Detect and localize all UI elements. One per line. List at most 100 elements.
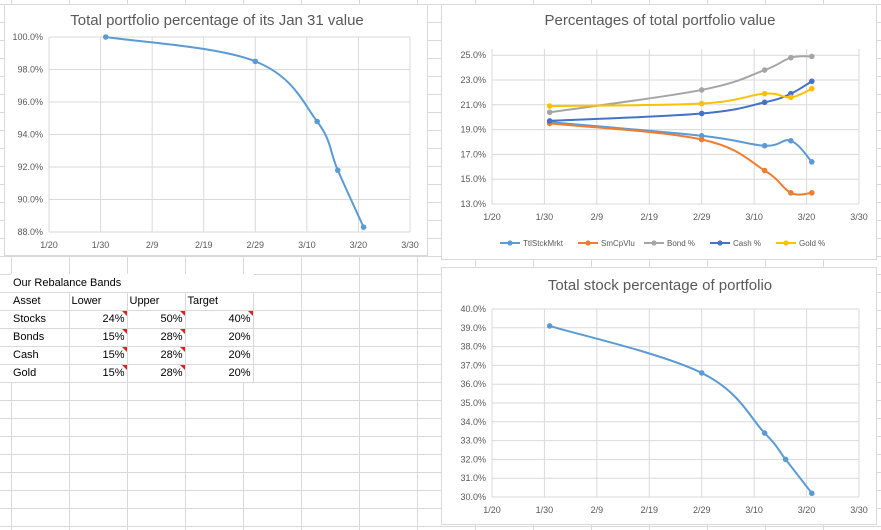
cell-target[interactable]: 20% bbox=[185, 328, 254, 347]
data-point bbox=[788, 54, 794, 61]
chart-svg: Percentages of total portfolio value 13.0… bbox=[460, 12, 867, 248]
header-target: Target bbox=[185, 292, 254, 311]
data-point bbox=[314, 118, 320, 125]
legend-swatch-marker bbox=[507, 240, 513, 246]
series-line bbox=[104, 36, 365, 229]
stock-percentage-chart[interactable]: Total stock percentage of portfolio 30.0%… bbox=[441, 267, 877, 525]
data-point bbox=[761, 99, 768, 106]
y-tick-label: 34.0% bbox=[460, 417, 486, 427]
data-point bbox=[546, 109, 553, 116]
series-line bbox=[548, 122, 813, 196]
data-point bbox=[809, 53, 815, 60]
data-point bbox=[546, 118, 553, 124]
x-tick-label: 2/29 bbox=[693, 212, 711, 222]
y-tick-label: 37.0% bbox=[460, 360, 486, 370]
header-upper: Upper bbox=[127, 292, 186, 311]
cell-asset[interactable]: Gold bbox=[11, 364, 70, 383]
header-lower: Lower bbox=[69, 292, 128, 311]
x-tick-label: 2/19 bbox=[641, 505, 659, 515]
x-tick-label: 2/29 bbox=[247, 240, 265, 250]
cell-asset[interactable]: Bonds bbox=[11, 328, 70, 347]
cell-upper[interactable]: 28% bbox=[127, 328, 186, 347]
y-tick-label: 25.0% bbox=[460, 50, 486, 60]
x-tick-label: 1/30 bbox=[536, 212, 554, 222]
cell-upper[interactable]: 50% bbox=[127, 310, 186, 329]
table-row: Cash 15% 28% 20% bbox=[11, 346, 254, 365]
table-row: Bonds 15% 28% 20% bbox=[11, 328, 254, 347]
x-tick-label: 3/10 bbox=[745, 505, 763, 515]
x-tick-label: 2/29 bbox=[693, 505, 711, 515]
data-point bbox=[252, 58, 259, 65]
cell-target[interactable]: 20% bbox=[185, 346, 254, 365]
y-tick-label: 39.0% bbox=[460, 323, 486, 333]
legend-label: Cash % bbox=[733, 239, 761, 248]
data-point bbox=[788, 137, 794, 144]
table-header-row: Asset Lower Upper Target bbox=[11, 292, 254, 311]
cell-target[interactable]: 20% bbox=[185, 364, 254, 383]
y-tick-label: 13.0% bbox=[460, 199, 486, 209]
data-point bbox=[761, 90, 768, 97]
x-tick-label: 3/20 bbox=[798, 505, 816, 515]
cell-lower[interactable]: 15% bbox=[69, 346, 128, 365]
portfolio-value-chart[interactable]: Total portfolio percentage of its Jan 31… bbox=[4, 4, 428, 256]
data-point bbox=[809, 159, 815, 165]
data-point bbox=[360, 224, 367, 230]
series-line bbox=[548, 87, 813, 108]
legend-item: Gold % bbox=[776, 239, 825, 248]
x-tick-label: 3/10 bbox=[298, 240, 316, 250]
y-tick-label: 40.0% bbox=[460, 304, 486, 314]
cell-asset[interactable]: Cash bbox=[11, 346, 70, 365]
y-tick-label: 90.0% bbox=[17, 195, 43, 205]
data-point bbox=[809, 85, 815, 92]
allocation-percentages-chart[interactable]: Percentages of total portfolio value 13.0… bbox=[441, 4, 877, 260]
chart-title: Percentages of total portfolio value bbox=[545, 12, 776, 29]
cell-lower[interactable]: 24% bbox=[69, 310, 128, 329]
y-tick-label: 32.0% bbox=[460, 454, 486, 464]
series-line bbox=[548, 55, 813, 114]
x-tick-label: 3/20 bbox=[798, 212, 816, 222]
legend-swatch-marker bbox=[651, 240, 657, 246]
data-point bbox=[102, 34, 109, 40]
data-point bbox=[761, 142, 768, 149]
data-point bbox=[788, 94, 794, 101]
legend-label: Gold % bbox=[799, 239, 825, 248]
data-point bbox=[698, 370, 705, 376]
y-tick-label: 35.0% bbox=[460, 398, 486, 408]
cell-asset[interactable]: Stocks bbox=[11, 310, 70, 329]
x-tick-label: 3/30 bbox=[850, 505, 868, 515]
data-point bbox=[788, 190, 794, 196]
y-tick-label: 92.0% bbox=[17, 162, 43, 172]
cell-lower[interactable]: 15% bbox=[69, 328, 128, 347]
table-title: Our Rebalance Bands bbox=[11, 274, 253, 293]
cell-upper[interactable]: 28% bbox=[127, 364, 186, 383]
cell-lower[interactable]: 15% bbox=[69, 364, 128, 383]
series-line bbox=[548, 324, 813, 495]
cell-upper[interactable]: 28% bbox=[127, 346, 186, 365]
y-tick-label: 38.0% bbox=[460, 342, 486, 352]
y-tick-label: 15.0% bbox=[460, 174, 486, 184]
y-tick-label: 31.0% bbox=[460, 473, 486, 483]
legend-label: TtlStckMrkt bbox=[523, 239, 564, 248]
chart-title: Total portfolio percentage of its Jan 31… bbox=[70, 12, 364, 29]
header-asset: Asset bbox=[11, 292, 70, 311]
cell-target[interactable]: 40% bbox=[185, 310, 254, 329]
data-point bbox=[809, 190, 815, 196]
rebalance-bands-table: Our Rebalance Bands Asset Lower Upper Ta… bbox=[11, 274, 254, 383]
legend-label: Bond % bbox=[667, 239, 695, 248]
legend-label: SmCpVlu bbox=[601, 239, 635, 248]
y-tick-label: 33.0% bbox=[460, 436, 486, 446]
x-tick-label: 2/9 bbox=[591, 212, 604, 222]
data-point bbox=[809, 78, 815, 85]
x-tick-label: 2/19 bbox=[641, 212, 659, 222]
data-point bbox=[546, 103, 553, 109]
y-tick-label: 88.0% bbox=[17, 227, 43, 237]
chart-svg: Total portfolio percentage of its Jan 31… bbox=[12, 12, 418, 250]
x-tick-label: 2/9 bbox=[146, 240, 159, 250]
legend-item: SmCpVlu bbox=[578, 239, 635, 248]
legend-item: Bond % bbox=[644, 239, 695, 248]
legend-item: TtlStckMrkt bbox=[500, 239, 564, 248]
series-line bbox=[548, 121, 813, 163]
table-row: Stocks 24% 50% 40% bbox=[11, 310, 254, 329]
y-tick-label: 19.0% bbox=[460, 125, 486, 135]
legend-swatch-marker bbox=[783, 240, 789, 246]
